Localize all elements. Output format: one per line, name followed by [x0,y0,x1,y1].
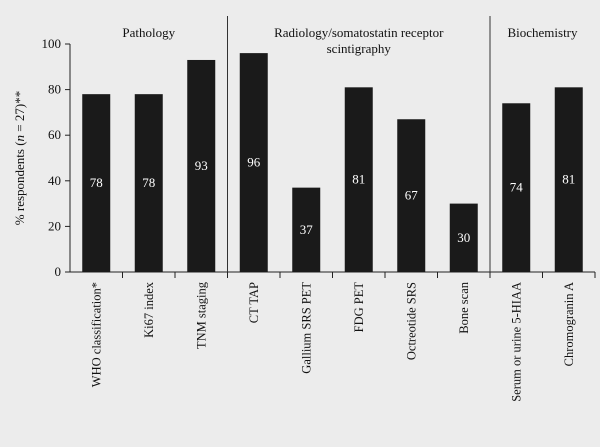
bar [134,94,163,272]
x-tick-label: Serum or urine 5-HIAA [509,282,523,402]
x-tick-label: CT TAP [247,282,261,323]
x-tick-label: Octreotide SRS [404,282,418,360]
bar-value-label: 74 [510,180,524,195]
bar [239,53,268,273]
y-tick-label: 60 [48,127,61,142]
y-tick-label: 0 [55,264,62,279]
bar [344,87,373,272]
bar [449,203,478,272]
y-tick-label: 100 [42,36,62,51]
bar [502,103,531,272]
y-tick-label: 40 [48,173,61,188]
bar-value-label: 37 [300,222,314,237]
bar-value-label: 67 [405,188,419,203]
bar-value-label: 78 [142,175,155,190]
x-tick-label: Ki67 index [142,281,156,338]
bar [187,59,216,273]
bar [292,187,321,272]
group-header: Pathology [122,25,175,40]
bar [82,94,111,272]
group-header: scintigraphy [327,41,392,56]
y-tick-label: 80 [48,82,61,97]
y-axis-title: % respondents (n = 27)** [12,91,27,225]
chart-labels: 0 20 40 60 80 100 % respondents (n = 27)** 78 WH… [12,25,578,402]
bar [554,87,583,272]
y-tick-label: 20 [48,218,61,233]
bar-value-label: 30 [457,230,470,245]
bar-value-label: 96 [247,155,261,170]
x-tick-label: Chromogranin A [562,282,576,366]
group-header: Biochemistry [507,25,578,40]
bar-value-label: 78 [90,175,103,190]
x-tick-label: WHO classification* [89,282,103,387]
x-tick-label: Gallium SRS PET [299,282,313,374]
x-tick-label: TNM staging [194,281,208,349]
bar-value-label: 81 [352,172,365,187]
bar [397,119,426,273]
group-header: Radiology/somatostatin receptor [274,25,444,40]
bar-value-label: 93 [195,158,208,173]
chart-bars [82,53,583,273]
x-tick-label: Bone scan [457,281,471,333]
x-tick-label: FDG PET [352,282,366,333]
bar-value-label: 81 [562,172,575,187]
